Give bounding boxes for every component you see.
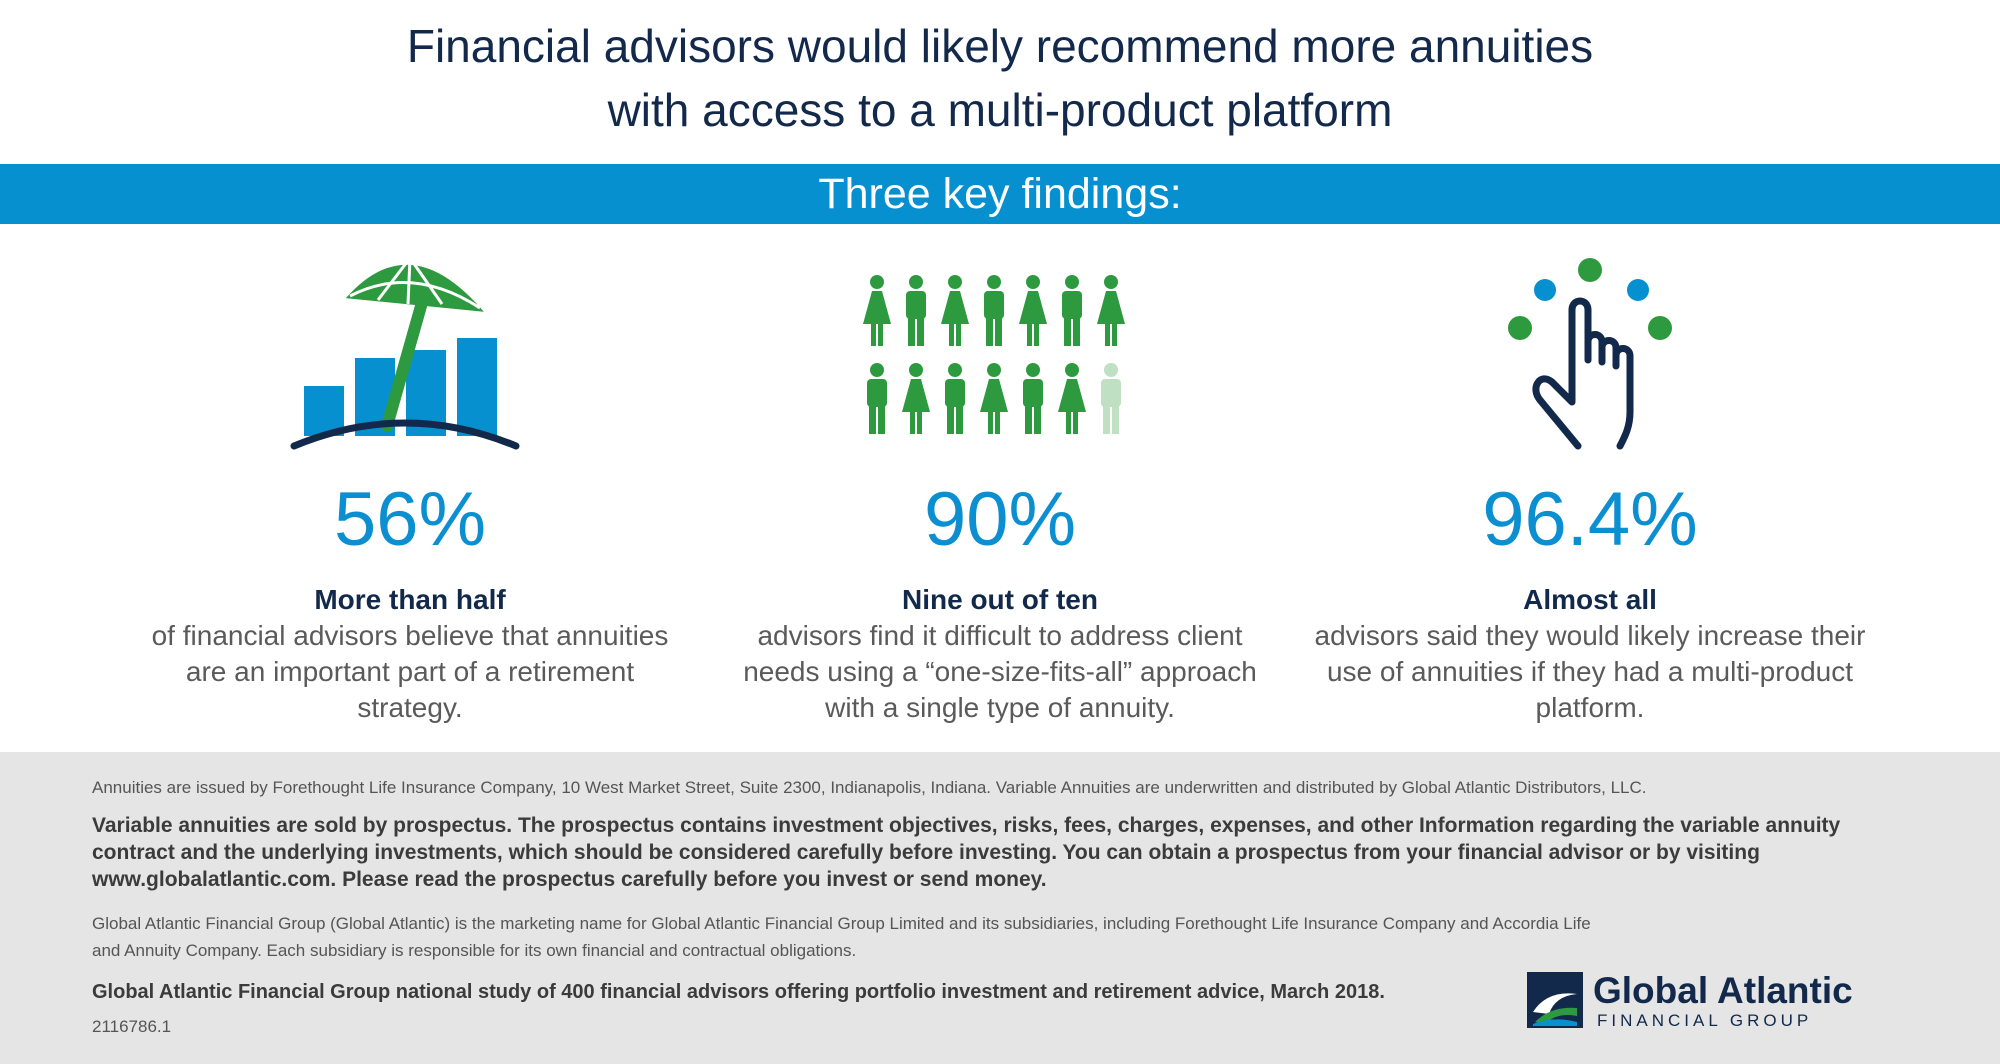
finding-card-2: 90% Nine out of ten advisors find it dif… (680, 250, 1320, 726)
hand-juggling-dots-icon (1508, 258, 1672, 450)
issuer-note: Annuities are issued by Forethought Life… (92, 778, 1647, 797)
title-line-1: Financial advisors would likely recommen… (406, 20, 1594, 72)
study-note: Global Atlantic Financial Group national… (92, 981, 1385, 1003)
page-title: Financial advisors would likely recommen… (0, 14, 2000, 142)
people-grid-icon (863, 275, 1125, 434)
finding-lead: More than half (314, 584, 506, 615)
finding-lead: Nine out of ten (902, 584, 1098, 615)
stat-96-4-percent: 96.4% (1482, 477, 1698, 562)
logo-name: Global Atlantic (1593, 970, 1853, 1011)
finding-description: advisors said they would likely increase… (1314, 620, 1866, 723)
umbrella-bar-chart-icon (290, 257, 520, 450)
key-findings-banner: Three key findings: (0, 164, 2000, 224)
prospectus-note: Variable annuities are sold by prospectu… (92, 814, 1841, 891)
title-line-2: with access to a multi-product platform (607, 84, 1393, 136)
finding-description: advisors find it difficult to address cl… (743, 620, 1257, 723)
finding-card-3: 96.4% Almost all advisors said they woul… (1270, 250, 1910, 726)
document-code: 2116786.1 (92, 1017, 172, 1036)
global-atlantic-logo: Global Atlantic FINANCIAL GROUP (1527, 970, 1907, 1036)
finding-description: of financial advisors believe that annui… (151, 620, 669, 723)
finding-lead: Almost all (1523, 584, 1657, 615)
logo-subtitle: FINANCIAL GROUP (1597, 1011, 1813, 1030)
wave-logo-icon (1527, 972, 1583, 1028)
footer-disclaimer (0, 752, 2000, 1064)
stat-90-percent: 90% (923, 477, 1077, 562)
marketing-note-line-2: and Annuity Company. Each subsidiary is … (92, 941, 857, 960)
marketing-note-line-1: Global Atlantic Financial Group (Global … (92, 914, 1591, 933)
finding-card-1: 56% More than half of financial advisors… (90, 250, 730, 726)
stat-56-percent: 56% (333, 477, 487, 562)
